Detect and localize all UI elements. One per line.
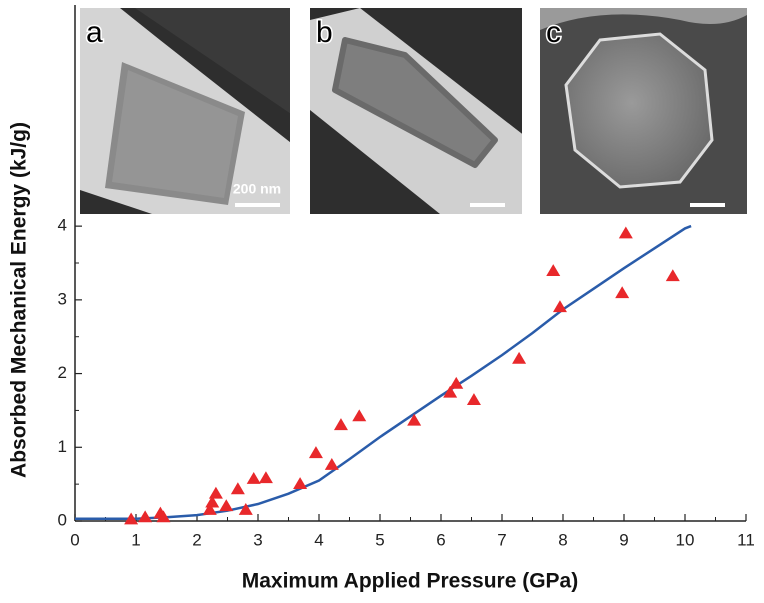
inset-label: c <box>546 16 561 49</box>
data-point <box>124 512 139 525</box>
x-tick-label: 7 <box>497 530 506 549</box>
y-axis-title: Absorbed Mechanical Energy (kJ/g) <box>8 122 31 478</box>
data-point <box>293 477 308 490</box>
data-point <box>407 413 422 426</box>
data-point <box>333 418 348 431</box>
x-tick-label: 8 <box>558 530 567 549</box>
data-point <box>238 502 253 515</box>
x-tick-label: 3 <box>253 530 262 549</box>
data-point <box>324 457 339 470</box>
inset-label: a <box>86 16 103 49</box>
data-point <box>512 351 527 364</box>
data-point <box>618 226 633 239</box>
y-tick-label: 4 <box>58 216 67 235</box>
data-point <box>208 486 223 499</box>
x-tick-label: 10 <box>676 530 695 549</box>
data-point <box>449 376 464 389</box>
fit-line <box>75 224 692 521</box>
x-tick-label: 11 <box>737 530 755 549</box>
data-point <box>202 502 217 515</box>
data-point <box>546 264 561 277</box>
x-tick-label: 9 <box>619 530 628 549</box>
x-tick-label: 2 <box>192 530 201 549</box>
y-tick-label: 0 <box>58 510 67 529</box>
inset-image-a <box>80 8 290 214</box>
inset-image-b <box>310 8 522 214</box>
inset-label: b <box>316 16 333 49</box>
y-tick-label: 2 <box>58 363 67 382</box>
y-tick-label: 1 <box>58 437 67 456</box>
data-point <box>615 286 630 299</box>
data-point <box>219 499 234 512</box>
data-point <box>138 510 153 523</box>
x-tick-label: 1 <box>131 530 140 549</box>
data-point <box>552 300 567 313</box>
data-point <box>443 385 458 398</box>
x-tick-label: 0 <box>70 530 79 549</box>
data-point <box>246 471 261 484</box>
x-tick-label: 4 <box>314 530 323 549</box>
data-point <box>665 269 680 282</box>
data-point <box>156 510 171 523</box>
data-point <box>352 409 367 422</box>
data-point <box>230 482 245 495</box>
data-point <box>258 471 273 484</box>
x-tick-label: 5 <box>375 530 384 549</box>
scale-bar-label: 200 nm <box>233 181 281 197</box>
data-point <box>466 393 481 406</box>
x-axis-title: Maximum Applied Pressure (GPa) <box>242 570 578 593</box>
y-tick-label: 3 <box>58 289 67 308</box>
x-tick-label: 6 <box>436 530 445 549</box>
inset-image-c <box>540 8 747 214</box>
data-point <box>308 446 323 459</box>
data-point <box>205 495 220 508</box>
